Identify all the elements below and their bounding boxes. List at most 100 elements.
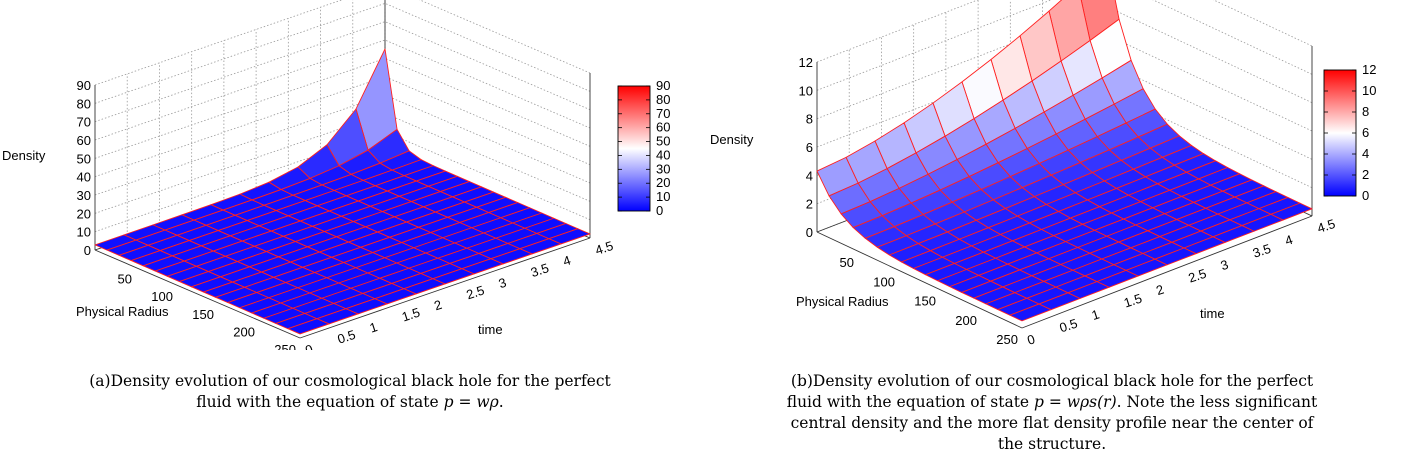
figure-panel-b: 0 2 4 6 8 10 12 50 100 150 200 250 0 0.5 1 1.5 2 2.5 3 3.5 4… bbox=[702, 0, 1402, 469]
plot-a-time-tick-label: 3.5 bbox=[529, 260, 551, 280]
caption-b-equation: p = wρs(r) bbox=[1034, 393, 1117, 411]
plot-b-z-tick-label: 4 bbox=[806, 168, 813, 183]
plot-a-z-tick-label: 20 bbox=[77, 206, 91, 221]
plot-a-time-tick-label: 0 bbox=[303, 341, 315, 350]
plot-b-time-tick-label: 3 bbox=[1219, 257, 1231, 274]
plot-b-colorbar-tick-label: 4 bbox=[1362, 146, 1369, 161]
plot-b-z-tick-label: 0 bbox=[806, 225, 813, 240]
plot-b-time-tick-label: 4 bbox=[1283, 232, 1295, 249]
plot-b-frame-line bbox=[1021, 215, 1313, 329]
plot-a-colorbar-tick-label: 20 bbox=[656, 175, 670, 190]
plot-a-colorbar-tick-label: 40 bbox=[656, 147, 670, 162]
plot-b-colorbar-tick-label: 12 bbox=[1362, 62, 1376, 77]
plot-a-surface-cell bbox=[287, 318, 330, 335]
plot-a-x-tick-label: 50 bbox=[118, 272, 132, 287]
caption-b-line-4: the structure. bbox=[702, 434, 1402, 455]
plot-a-colorbar-tick-label: 0 bbox=[656, 203, 663, 218]
plot-b-x-tick-label: 50 bbox=[840, 255, 854, 270]
plot-a-x-tick-label: 150 bbox=[192, 307, 214, 322]
plot-a-time-tick-label: 0.5 bbox=[336, 327, 358, 347]
plot-b-colorbar-tick-label: 0 bbox=[1362, 188, 1369, 203]
plot-a-time-tick-label: 2.5 bbox=[464, 282, 486, 302]
plot-a-z-gridline bbox=[94, 76, 591, 178]
plot-a-time-tick-label: 3 bbox=[497, 275, 509, 292]
caption-b-text-4: the structure. bbox=[997, 435, 1107, 453]
plot-a-z-tick-label: 80 bbox=[77, 96, 91, 111]
caption-a-text-2: fluid with the equation of state bbox=[196, 393, 444, 411]
plot-a-back-wall bbox=[385, 0, 590, 238]
figure-panel-a: 0 10 20 30 40 50 60 70 80 90 50 100 150 200 250 0 0.5 1 1.… bbox=[0, 0, 700, 469]
plot-b-time-tick-label: 2.5 bbox=[1186, 266, 1208, 286]
plot-a-colorbar-tick-label: 60 bbox=[656, 120, 670, 135]
caption-a-tag: (a) bbox=[89, 372, 111, 390]
plot-a-z-gridline bbox=[94, 2, 591, 104]
plot-a-x-tick-label: 100 bbox=[151, 289, 173, 304]
plot-a-time-axis-title: time bbox=[478, 322, 503, 337]
caption-b-tail-2: . Note the less significant bbox=[1116, 393, 1318, 411]
plot-a-frame-line bbox=[299, 237, 591, 339]
plot-a-x-axis-title: Physical Radius bbox=[76, 304, 169, 319]
caption-b-text-2: fluid with the equation of state bbox=[786, 393, 1035, 411]
plot-b-colorbar-tick-label: 2 bbox=[1362, 167, 1369, 182]
plot-a-x-tick-label: 250 bbox=[274, 342, 296, 350]
plot-b-z-tick-label: 8 bbox=[806, 112, 813, 127]
plot-b-z-tick-label: 2 bbox=[806, 197, 813, 212]
plot-b-z-axis-title: Density bbox=[710, 132, 754, 147]
plot-a-time-tick-label: 4 bbox=[561, 252, 573, 269]
plot-b-z-tick-label: 6 bbox=[806, 140, 813, 155]
plot-b-colorbar-tick-label: 8 bbox=[1362, 104, 1369, 119]
plot-b-z-tick-label: 10 bbox=[799, 83, 813, 98]
caption-b-tag: (b) bbox=[790, 372, 813, 390]
plot-a-z-gridline bbox=[94, 21, 591, 123]
plot-a-z-tick-label: 0 bbox=[84, 243, 91, 258]
plot-a-z-tick-label: 40 bbox=[77, 170, 91, 185]
caption-a-equation: p = wρ bbox=[443, 393, 499, 411]
plot-b-time-tick-label: 3.5 bbox=[1251, 241, 1273, 261]
plot-b-time-tick-label: 1.5 bbox=[1122, 291, 1144, 311]
plot-b-colorbar-tick-label: 10 bbox=[1362, 83, 1376, 98]
plot-a-z-gridline bbox=[94, 39, 591, 141]
caption-a-text-1: Density evolution of our cosmological bl… bbox=[110, 372, 611, 390]
plot-a-colorbar-tick-label: 10 bbox=[656, 189, 670, 204]
caption-b-line-1: (b)Density evolution of our cosmological… bbox=[702, 371, 1402, 392]
caption-b-text-3: central density and the more flat densit… bbox=[790, 414, 1314, 432]
plot-a-time-tick-label: 1.5 bbox=[400, 305, 422, 325]
plot-a-z-tick-label: 10 bbox=[77, 225, 91, 240]
plot-a-time-tick-label: 4.5 bbox=[593, 238, 615, 258]
plot-b-x-axis-title: Physical Radius bbox=[796, 294, 889, 309]
plot-a-z-tick-label: 70 bbox=[77, 115, 91, 130]
plot-a-time-tick-label: 1 bbox=[368, 319, 380, 336]
plot-a-colorbar-tick-label: 90 bbox=[656, 78, 670, 93]
plot-a-time-tick-label: 2 bbox=[432, 297, 444, 314]
caption-a-tail-2: . bbox=[498, 393, 504, 411]
caption-a-line-2: fluid with the equation of state p = wρ. bbox=[0, 392, 700, 413]
plot-a-z-axis-title: Density bbox=[2, 148, 46, 163]
plot-a-z-gridline bbox=[94, 0, 591, 86]
plot-b-time-tick-label: 1 bbox=[1090, 306, 1102, 323]
plot-a-z-tick-label: 50 bbox=[77, 151, 91, 166]
plot-b-x-tick-label: 250 bbox=[996, 332, 1018, 347]
plot-b-time-tick-label: 4.5 bbox=[1315, 216, 1337, 236]
plot-a-z-gridline bbox=[94, 112, 591, 214]
plot-b-x-tick-label: 200 bbox=[955, 313, 977, 328]
plot-b-x-tick-label: 150 bbox=[914, 294, 936, 309]
plot-a-colorbar bbox=[617, 85, 651, 212]
plot-b-time-tick-label: 0.5 bbox=[1058, 316, 1080, 336]
caption-b-text-1: Density evolution of our cosmological bl… bbox=[812, 372, 1314, 390]
caption-b-line-3: central density and the more flat densit… bbox=[702, 413, 1402, 434]
plot-a-colorbar-tick-label: 50 bbox=[656, 134, 670, 149]
plot-b-time-tick-label: 2 bbox=[1154, 282, 1166, 299]
plot-a-colorbar-tick-label: 30 bbox=[656, 161, 670, 176]
plot-a-colorbar-tick-label: 70 bbox=[656, 106, 670, 121]
plot-b-colorbar-tick-label: 6 bbox=[1362, 125, 1369, 140]
plot-a-z-tick-label: 60 bbox=[77, 133, 91, 148]
plot-b-x-tick-label: 100 bbox=[873, 274, 895, 289]
plot-b-time-axis-title: time bbox=[1200, 306, 1225, 321]
plot-b-back-wall bbox=[1107, 0, 1312, 216]
plot-a-frame-line bbox=[94, 249, 301, 339]
plot-b-time-tick-label: 0 bbox=[1025, 331, 1037, 348]
plot-b-colorbar bbox=[1323, 69, 1357, 197]
plot-a-z-tick-label: 30 bbox=[77, 188, 91, 203]
